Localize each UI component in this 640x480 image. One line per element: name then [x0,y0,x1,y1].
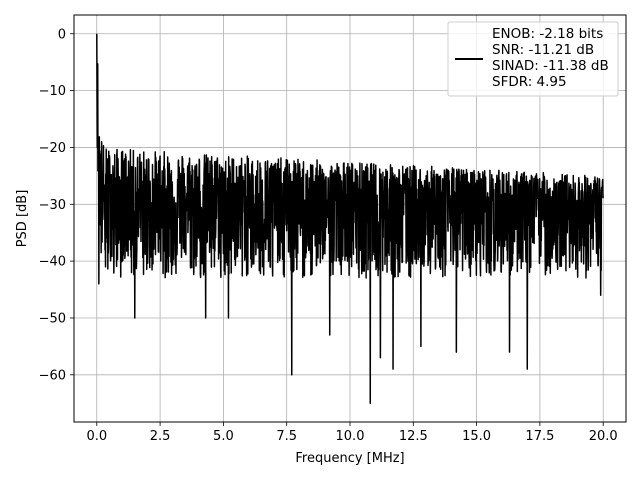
y-tick-label: −30 [39,198,66,213]
legend: ENOB: -2.18 bits SNR: -11.21 dB SINAD: -… [447,21,619,97]
x-tick-label: 15.0 [462,429,491,444]
legend-snr-text: SNR: -11.21 dB [492,42,594,58]
y-tick-label: −20 [39,141,66,156]
y-tick-label: −10 [39,84,66,99]
legend-sfdr-text: SFDR: 4.95 [492,74,567,90]
x-tick-label: 20.0 [589,429,618,444]
y-tick-label: −60 [39,368,66,383]
x-tick-label: 17.5 [525,429,554,444]
y-axis-label: PSD [dB] [15,190,30,248]
y-tick-label: 0 [58,27,66,42]
ticks: 0.0 2.5 5.0 7.5 10.0 12.5 15.0 17.5 20.0 0 −10 −20 −… [39,27,618,444]
legend-sinad-text: SINAD: -11.38 dB [492,58,609,74]
x-tick-label: 5.0 [213,429,234,444]
x-tick-label: 7.5 [276,429,297,444]
psd-series-line [96,33,604,404]
legend-enob-text: ENOB: -2.18 bits [492,26,603,42]
x-tick-label: 12.5 [399,429,428,444]
x-tick-label: 2.5 [150,429,171,444]
plot-area [96,33,604,404]
legend-box [447,21,619,97]
y-tick-label: −40 [39,255,66,270]
x-tick-label: 10.0 [336,429,365,444]
y-tick-label: −50 [39,311,66,326]
x-axis-label: Frequency [MHz] [295,451,404,466]
x-tick-label: 0.0 [86,429,107,444]
